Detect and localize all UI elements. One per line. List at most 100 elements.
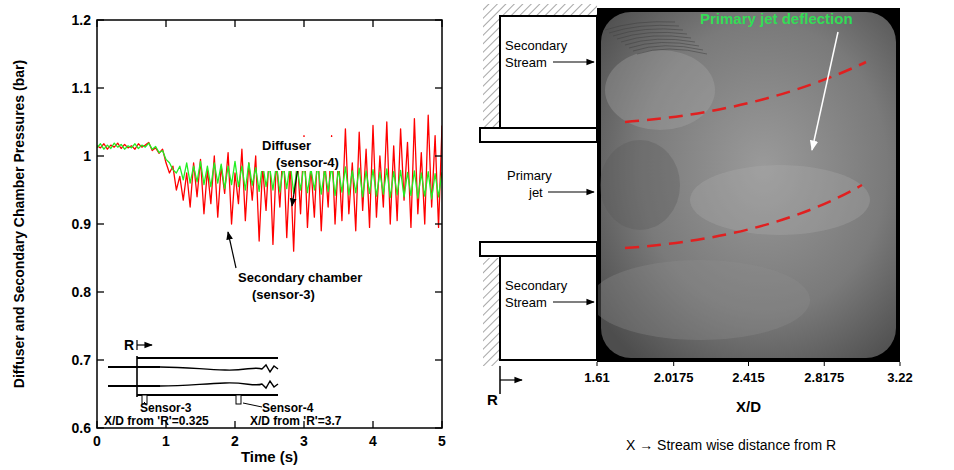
x-tick bbox=[372, 421, 373, 428]
inset-schematic: RSensor-3X/D from 'R'=0.325Sensor-4X/D f… bbox=[104, 337, 342, 428]
schematic-label-line: Secondary bbox=[505, 38, 568, 53]
primary-pipe-wall bbox=[480, 242, 597, 256]
y-tick bbox=[435, 291, 442, 292]
schematic-label: Primary jet bbox=[507, 168, 552, 200]
photo-texture bbox=[690, 165, 870, 235]
annotation-arrow bbox=[228, 232, 236, 268]
stream-arrow bbox=[553, 61, 594, 62]
x-tick-label: 0 bbox=[93, 433, 101, 449]
x-axis-title: Time (s) bbox=[241, 448, 298, 465]
reference-label: R bbox=[487, 391, 498, 408]
image-panel: Primary jet deflectionSecondaryStreamPri… bbox=[480, 4, 913, 453]
series-label-line: Secondary chamber bbox=[238, 270, 362, 285]
y-tick bbox=[97, 155, 104, 156]
inset-line bbox=[108, 366, 160, 368]
x-tick bbox=[597, 362, 598, 366]
y-tick bbox=[97, 19, 104, 20]
y-tick-label: 0.6 bbox=[72, 420, 92, 436]
x-tick bbox=[234, 421, 235, 428]
y-tick-label: 0.7 bbox=[72, 352, 92, 368]
inset-pointer bbox=[243, 403, 262, 407]
x-tick bbox=[303, 20, 304, 27]
inset-label: R bbox=[124, 337, 134, 353]
series-group bbox=[97, 115, 442, 251]
schematic-label-line: Stream bbox=[505, 55, 547, 70]
y-tick bbox=[435, 223, 442, 224]
x-tick bbox=[441, 20, 442, 27]
x-tick bbox=[96, 20, 97, 27]
x-tick bbox=[441, 421, 442, 428]
inset-arrow bbox=[137, 344, 152, 345]
label-patch bbox=[236, 269, 364, 303]
x-axis-title: X/D bbox=[736, 398, 761, 415]
inset-label: Sensor-4 bbox=[262, 401, 314, 415]
y-tick bbox=[435, 359, 442, 360]
x-tick-label: 3.22 bbox=[887, 370, 912, 385]
photo-texture bbox=[600, 140, 680, 230]
x-tick bbox=[165, 20, 166, 27]
inset-line bbox=[137, 394, 278, 396]
inset-diffuser-wall bbox=[160, 381, 278, 388]
y-tick bbox=[97, 223, 104, 224]
series-label-line: (sensor-3) bbox=[252, 287, 315, 302]
x-tick-label: 2.0175 bbox=[654, 370, 694, 385]
y-tick bbox=[97, 427, 104, 428]
annotation-arrow bbox=[812, 32, 838, 150]
photo-streak bbox=[637, 49, 707, 54]
series-label: Diffuser (sensor-4) bbox=[262, 138, 339, 170]
figure: 0.60.70.80.911.11.2012345Time (s)Diffuse… bbox=[0, 0, 954, 470]
inset-line bbox=[136, 356, 138, 397]
label-patch bbox=[260, 137, 341, 171]
reference-arrow bbox=[500, 379, 522, 380]
series-label: Secondary chamber (sensor-3) bbox=[238, 270, 362, 302]
x-tick-label: 2.415 bbox=[732, 370, 765, 385]
x-tick bbox=[96, 421, 97, 428]
schematic-label: SecondaryStream bbox=[505, 278, 568, 310]
x-tick bbox=[748, 362, 749, 366]
stream-arrow bbox=[548, 191, 594, 192]
inset-line bbox=[137, 357, 278, 359]
x-tick-label: 2.8175 bbox=[804, 370, 844, 385]
x-tick-label: 2 bbox=[231, 433, 239, 449]
primary-pipe-wall bbox=[480, 128, 597, 142]
schematic-label-line: jet bbox=[528, 185, 543, 200]
secondary-channel bbox=[500, 16, 597, 128]
y-tick-label: 0.9 bbox=[72, 216, 92, 232]
hatched-wall bbox=[483, 258, 500, 366]
y-tick-label: 0.8 bbox=[72, 284, 92, 300]
x-tick-label: 1.61 bbox=[584, 370, 609, 385]
x-tick-label: 1 bbox=[162, 433, 170, 449]
y-tick bbox=[435, 155, 442, 156]
x-tick bbox=[234, 20, 235, 27]
photo-streak bbox=[633, 46, 703, 51]
y-tick bbox=[435, 87, 442, 88]
plot-frame bbox=[97, 20, 442, 428]
schematic-label-line: Secondary bbox=[505, 278, 568, 293]
y-tick bbox=[97, 359, 104, 360]
inset-sensor bbox=[236, 395, 241, 404]
hatched-wall bbox=[483, 4, 597, 16]
x-tick-label: 4 bbox=[369, 433, 377, 449]
series-label-line: Diffuser bbox=[262, 138, 311, 153]
inset-pointer bbox=[144, 402, 146, 404]
y-axis-title: Diffuser and Secondary Chamber Pressures… bbox=[11, 60, 27, 388]
series-annotations: Secondary chamber (sensor-3) Diffuser (sens… bbox=[228, 137, 364, 303]
schematic-label-line: Primary bbox=[507, 168, 552, 183]
inset-line bbox=[136, 340, 137, 350]
inset-label: Sensor-3 bbox=[140, 401, 192, 415]
inset-label: X/D from 'R'=0.325 bbox=[104, 414, 209, 428]
inset-line bbox=[108, 385, 160, 387]
x-tick-label: 5 bbox=[438, 433, 446, 449]
deflection-curve bbox=[625, 185, 862, 248]
secondary-channel bbox=[500, 256, 597, 360]
x-tick bbox=[824, 362, 825, 366]
line-chart: 0.60.70.80.911.11.2012345Time (s)Diffuse… bbox=[11, 12, 446, 465]
y-tick-label: 1.2 bbox=[72, 12, 92, 28]
series-line bbox=[97, 115, 442, 251]
stream-arrow bbox=[553, 301, 594, 302]
x-tick bbox=[673, 362, 674, 366]
photo-annotation: Primary jet deflection bbox=[700, 10, 853, 27]
series-label-line: (sensor-4) bbox=[276, 155, 339, 170]
y-tick bbox=[435, 19, 442, 20]
x-tick bbox=[372, 20, 373, 27]
